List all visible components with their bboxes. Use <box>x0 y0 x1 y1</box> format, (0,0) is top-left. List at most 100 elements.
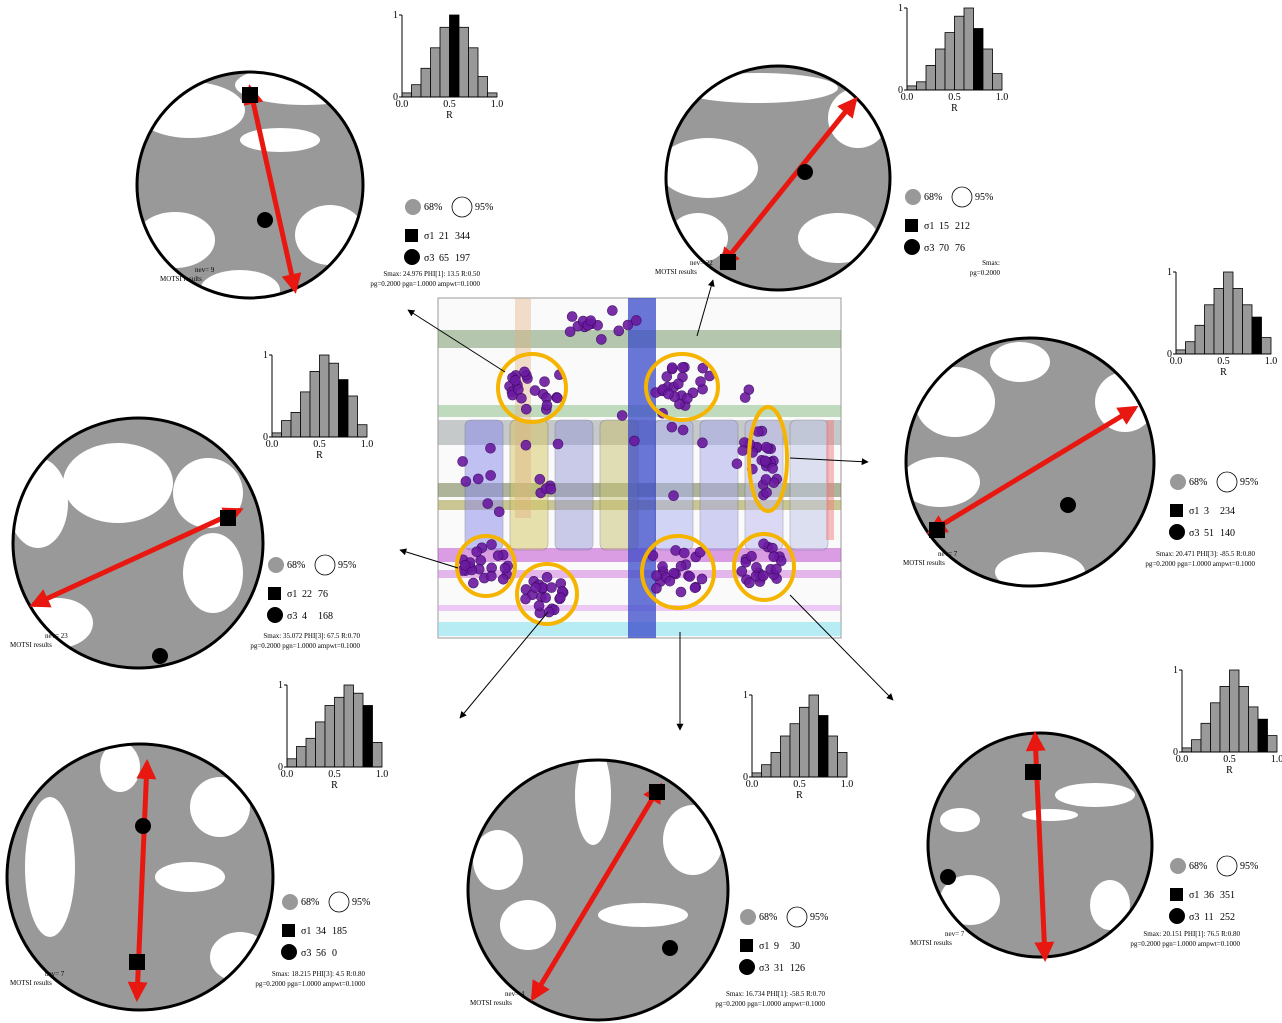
sigma1-marker <box>129 954 145 970</box>
histogram-bar <box>1258 719 1268 752</box>
event-dot <box>516 393 526 403</box>
unfilled-region <box>798 213 878 263</box>
stereonet-fill <box>8 418 263 668</box>
event-dot <box>651 583 661 593</box>
legend-sigma1-marker <box>740 939 753 952</box>
hist-x-tick-label: 0.5 <box>313 439 326 450</box>
histogram-bar <box>936 49 946 90</box>
event-dot <box>758 571 768 581</box>
unfilled-region <box>63 443 173 523</box>
sigma3-marker <box>940 869 956 885</box>
event-dot <box>521 404 531 414</box>
event-dot <box>472 547 482 557</box>
sigma1-plunge: 15 <box>939 221 949 232</box>
event-dot <box>546 484 556 494</box>
histogram-bar <box>1268 736 1278 752</box>
unfilled-region <box>663 805 723 875</box>
histogram-bar <box>306 738 316 767</box>
sigma3-marker <box>257 212 273 228</box>
legend-95-label: 95% <box>810 912 828 923</box>
source-label: MOTSI results <box>10 641 52 649</box>
unfilled-region <box>8 458 68 548</box>
event-dot <box>483 499 493 509</box>
inversion-params: pg=0.2000 pgn=1.0000 ampwt=0.1000 <box>1130 940 1240 948</box>
sigma1-plunge: 9 <box>774 941 779 952</box>
histogram-bar <box>964 8 974 90</box>
event-dot <box>732 459 742 469</box>
event-dot <box>607 306 617 316</box>
histogram-bar <box>1262 338 1272 354</box>
hist-x-tick-label: 0.0 <box>281 769 294 780</box>
event-dot <box>553 439 563 449</box>
event-dot <box>493 551 503 561</box>
histogram-bar <box>440 27 450 97</box>
legend-68-label: 68% <box>759 912 777 923</box>
event-dot <box>486 571 496 581</box>
hist-x-label: R <box>331 780 338 791</box>
unfilled-region <box>240 128 320 152</box>
histogram-bar <box>1186 342 1196 354</box>
fault-block <box>465 420 503 550</box>
event-dot <box>542 572 552 582</box>
histogram-bar <box>373 742 383 767</box>
sigma1-symbol: σ1 <box>1189 890 1199 901</box>
source-label: MOTSI results <box>470 999 512 1007</box>
histogram-bar <box>358 425 368 437</box>
event-dot <box>690 583 700 593</box>
sigma3-symbol: σ3 <box>287 611 297 622</box>
event-dot <box>658 562 668 572</box>
hist-x-tick-label: 0.0 <box>901 92 914 103</box>
legend-68-label: 68% <box>1189 477 1207 488</box>
event-dot <box>697 574 707 584</box>
event-dot <box>759 539 769 549</box>
sigma1-marker <box>720 254 736 270</box>
hist-x-label: R <box>1226 765 1233 776</box>
hist-y-tick-label: 1 <box>1173 665 1178 676</box>
sigma1-trend: 212 <box>955 221 970 232</box>
event-dot <box>596 334 606 344</box>
inversion-params: pg=0.2000 pgn=1.0000 ampwt=0.1000 <box>715 1000 825 1008</box>
inversion-params: pg=0.2000 pgn=1.0000 ampwt=0.1000 <box>1145 560 1255 568</box>
hist-x-label: R <box>796 790 803 801</box>
event-dot <box>663 389 673 399</box>
event-dot <box>761 442 771 452</box>
histogram-bar <box>945 33 955 90</box>
histogram-bar <box>1252 317 1262 354</box>
event-dot <box>673 379 683 389</box>
event-count: nev= 9 <box>195 266 215 274</box>
histogram-bar <box>354 693 364 767</box>
event-dot <box>669 491 679 501</box>
histogram-bar <box>421 68 431 97</box>
sigma1-symbol: σ1 <box>424 231 434 242</box>
event-dot <box>737 566 747 576</box>
sigma1-plunge: 34 <box>316 926 326 937</box>
sigma1-marker <box>242 87 258 103</box>
event-dot <box>740 393 750 403</box>
hist-x-tick-label: 0.5 <box>328 769 341 780</box>
event-dot <box>460 560 470 570</box>
unfilled-region <box>500 900 556 950</box>
sigma3-symbol: σ3 <box>424 253 434 264</box>
unfilled-region <box>1090 880 1130 930</box>
unfilled-region <box>155 862 225 892</box>
histogram-bar <box>1214 288 1224 354</box>
legend-sigma1-marker <box>905 219 918 232</box>
legend-95-label: 95% <box>338 560 356 571</box>
hist-x-tick-label: 1.0 <box>841 779 854 790</box>
legend-95-label: 95% <box>475 202 493 213</box>
hist-y-tick-label: 1 <box>263 350 268 361</box>
event-dot <box>629 436 639 446</box>
event-dot <box>541 593 551 603</box>
histogram-bar <box>282 421 292 437</box>
fault-model-view <box>438 298 841 638</box>
histogram-bar <box>297 747 307 768</box>
stereonet-panel: 010.00.51.0R68%95%σ136351σ311252nev= 7MO… <box>910 665 1282 958</box>
hist-y-tick-label: 1 <box>393 10 398 21</box>
event-dot <box>485 443 495 453</box>
event-dot <box>500 563 510 573</box>
unfilled-region <box>915 367 995 437</box>
event-count: nev= 23 <box>45 632 68 640</box>
legend-95-label: 95% <box>1240 477 1258 488</box>
event-count: nev= 7 <box>45 970 65 978</box>
event-dot <box>540 377 550 387</box>
